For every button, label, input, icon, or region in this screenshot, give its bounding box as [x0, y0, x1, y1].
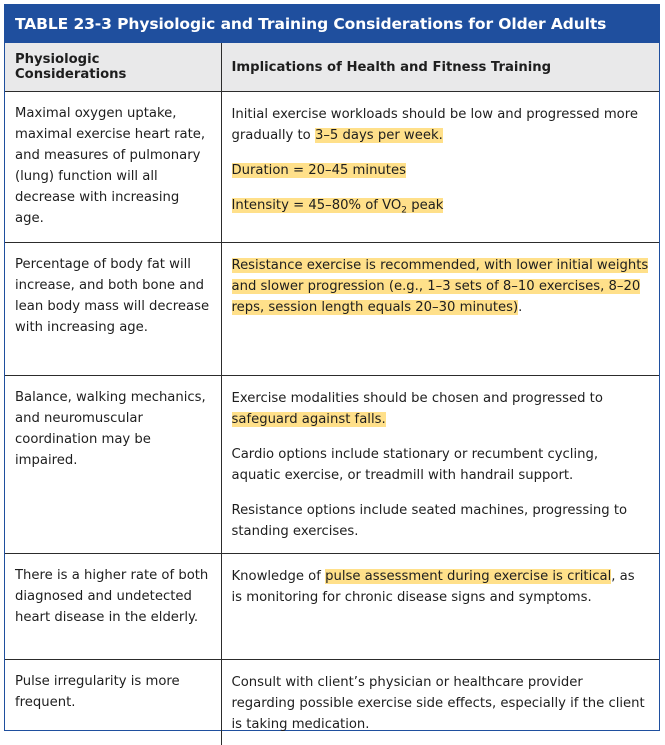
- implication-paragraph: Initial exercise workloads should be low…: [232, 104, 650, 146]
- text-span: Exercise modalities should be chosen and…: [232, 391, 603, 406]
- text-span: Intensity = 45–80% of VO: [232, 198, 402, 213]
- highlighted-text: Duration = 20–45 minutes: [232, 163, 406, 178]
- highlighted-text: Resistance exercise is recommended, with…: [232, 258, 649, 315]
- implications-cell: Consult with client’s physician or healt…: [221, 660, 659, 745]
- highlighted-text: Intensity = 45–80% of VO2 peak: [232, 198, 444, 213]
- implication-paragraph: Cardio options include stationary or rec…: [232, 444, 650, 486]
- implication-paragraph: Knowledge of pulse assessment during exe…: [232, 566, 650, 608]
- implications-cell: Exercise modalities should be chosen and…: [221, 376, 659, 554]
- table-row: Percentage of body fat will increase, an…: [5, 243, 659, 376]
- highlighted-text: pulse assessment during exercise is crit…: [325, 569, 611, 584]
- table-row: Balance, walking mechanics, and neuromus…: [5, 376, 659, 554]
- text-span: .: [518, 300, 522, 315]
- highlighted-text: 3–5 days per week.: [315, 128, 443, 143]
- header-row: Physiologic Considerations Implications …: [5, 43, 659, 92]
- consideration-cell: Balance, walking mechanics, and neuromus…: [5, 376, 221, 554]
- text-span: Knowledge of: [232, 569, 326, 584]
- implication-paragraph: Intensity = 45–80% of VO2 peak: [232, 195, 650, 216]
- table-row: Maximal oxygen uptake, maximal exercise …: [5, 92, 659, 243]
- implications-cell: Knowledge of pulse assessment during exe…: [221, 554, 659, 660]
- implication-paragraph: Exercise modalities should be chosen and…: [232, 388, 650, 430]
- implication-paragraph: Consult with client’s physician or healt…: [232, 672, 650, 735]
- table-grid: Physiologic Considerations Implications …: [5, 43, 659, 745]
- implication-paragraph: Resistance options include seated machin…: [232, 500, 650, 542]
- implications-cell: Resistance exercise is recommended, with…: [221, 243, 659, 376]
- header-physiologic: Physiologic Considerations: [5, 43, 221, 92]
- table-row: Pulse irregularity is more frequent. Con…: [5, 660, 659, 745]
- consideration-cell: Percentage of body fat will increase, an…: [5, 243, 221, 376]
- implication-paragraph: Duration = 20–45 minutes: [232, 160, 650, 181]
- consideration-cell: Pulse irregularity is more frequent.: [5, 660, 221, 745]
- text-span: peak: [407, 198, 443, 213]
- highlighted-text: safeguard against falls.: [232, 412, 386, 427]
- consideration-cell: Maximal oxygen uptake, maximal exercise …: [5, 92, 221, 243]
- table-title: TABLE 23-3 Physiologic and Training Cons…: [5, 5, 659, 43]
- header-implications: Implications of Health and Fitness Train…: [221, 43, 659, 92]
- implications-cell: Initial exercise workloads should be low…: [221, 92, 659, 243]
- table-row: There is a higher rate of both diagnosed…: [5, 554, 659, 660]
- considerations-table: TABLE 23-3 Physiologic and Training Cons…: [4, 4, 660, 731]
- consideration-cell: There is a higher rate of both diagnosed…: [5, 554, 221, 660]
- implication-paragraph: Resistance exercise is recommended, with…: [232, 255, 650, 318]
